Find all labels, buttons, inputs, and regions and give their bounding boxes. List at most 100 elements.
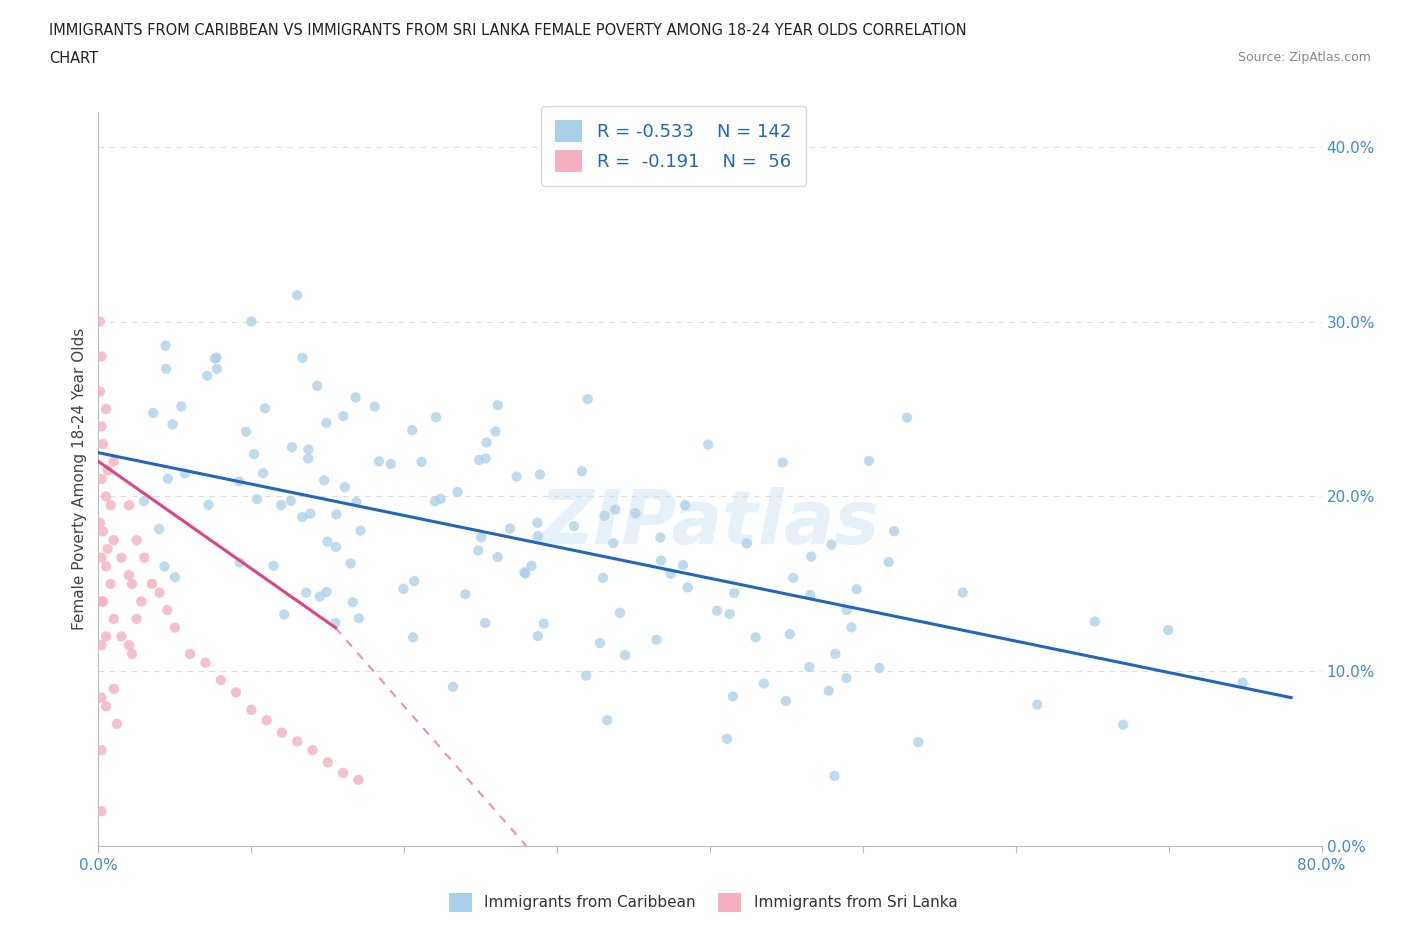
Point <box>291 510 314 525</box>
Point <box>270 725 292 740</box>
Point <box>89 515 111 530</box>
Point <box>273 607 295 622</box>
Point <box>90 594 112 609</box>
Point <box>883 524 905 538</box>
Point <box>280 493 302 508</box>
Point <box>97 463 120 478</box>
Point <box>205 362 228 377</box>
Point <box>103 611 125 626</box>
Point <box>103 454 125 469</box>
Point <box>401 423 423 438</box>
Point <box>179 646 201 661</box>
Point <box>529 467 551 482</box>
Point <box>97 541 120 556</box>
Point <box>513 565 536 579</box>
Point <box>659 566 682 581</box>
Point <box>527 528 550 543</box>
Point <box>90 690 112 705</box>
Point <box>246 492 269 507</box>
Point <box>323 616 346 631</box>
Point <box>423 494 446 509</box>
Point <box>94 559 117 574</box>
Point <box>100 577 122 591</box>
Point <box>718 606 741 621</box>
Text: CHART: CHART <box>49 51 98 66</box>
Point <box>103 533 125 548</box>
Point <box>779 627 801 642</box>
Point <box>346 495 368 510</box>
Point <box>404 574 426 589</box>
Point <box>820 538 842 552</box>
Point <box>256 713 278 728</box>
Point <box>149 585 172 600</box>
Point <box>347 773 370 788</box>
Point <box>270 498 292 512</box>
Legend: Immigrants from Caribbean, Immigrants from Sri Lanka: Immigrants from Caribbean, Immigrants fr… <box>443 887 963 918</box>
Point <box>105 716 128 731</box>
Point <box>824 768 846 783</box>
Point <box>91 436 114 451</box>
Point <box>263 558 285 573</box>
Point <box>90 349 112 364</box>
Point <box>576 392 599 406</box>
Point <box>841 620 863 635</box>
Point <box>596 712 619 727</box>
Point <box>520 558 543 573</box>
Legend: R = -0.533    N = 142, R =  -0.191    N =  56: R = -0.533 N = 142, R = -0.191 N = 56 <box>541 106 806 186</box>
Point <box>441 679 464 694</box>
Point <box>314 472 336 487</box>
Point <box>858 454 880 469</box>
Point <box>454 587 477 602</box>
Point <box>162 417 184 432</box>
Point <box>877 554 900 569</box>
Point <box>392 581 415 596</box>
Point <box>486 550 509 565</box>
Point <box>110 629 132 644</box>
Point <box>118 567 141 582</box>
Point <box>90 551 112 565</box>
Point <box>484 424 506 439</box>
Point <box>592 570 614 585</box>
Point <box>952 585 974 600</box>
Point <box>752 676 775 691</box>
Point <box>90 804 112 818</box>
Point <box>156 472 179 486</box>
Point <box>235 424 257 439</box>
Point <box>103 682 125 697</box>
Point <box>526 515 548 530</box>
Point <box>799 659 821 674</box>
Point <box>470 530 492 545</box>
Point <box>90 419 112 434</box>
Text: IMMIGRANTS FROM CARIBBEAN VS IMMIGRANTS FROM SRI LANKA FEMALE POVERTY AMONG 18-2: IMMIGRANTS FROM CARIBBEAN VS IMMIGRANTS … <box>49 23 967 38</box>
Point <box>339 556 361 571</box>
Point <box>380 457 402 472</box>
Point <box>716 731 738 746</box>
Point <box>148 522 170 537</box>
Point <box>228 474 250 489</box>
Point <box>100 498 122 512</box>
Point <box>605 502 627 517</box>
Point <box>228 555 250 570</box>
Point <box>197 498 219 512</box>
Point <box>402 630 425 644</box>
Point <box>308 589 330 604</box>
Point <box>307 379 329 393</box>
Point <box>467 543 489 558</box>
Point <box>125 533 148 548</box>
Point <box>602 536 624 551</box>
Point <box>486 398 509 413</box>
Point <box>527 629 550 644</box>
Point <box>706 604 728 618</box>
Point <box>297 442 319 457</box>
Point <box>721 689 744 704</box>
Point <box>155 362 177 377</box>
Point <box>468 453 491 468</box>
Point <box>425 410 447 425</box>
Point <box>209 672 232 687</box>
Point <box>650 553 672 568</box>
Point <box>474 451 496 466</box>
Point <box>170 399 193 414</box>
Point <box>174 466 197 481</box>
Point <box>364 399 387 414</box>
Point <box>253 401 276 416</box>
